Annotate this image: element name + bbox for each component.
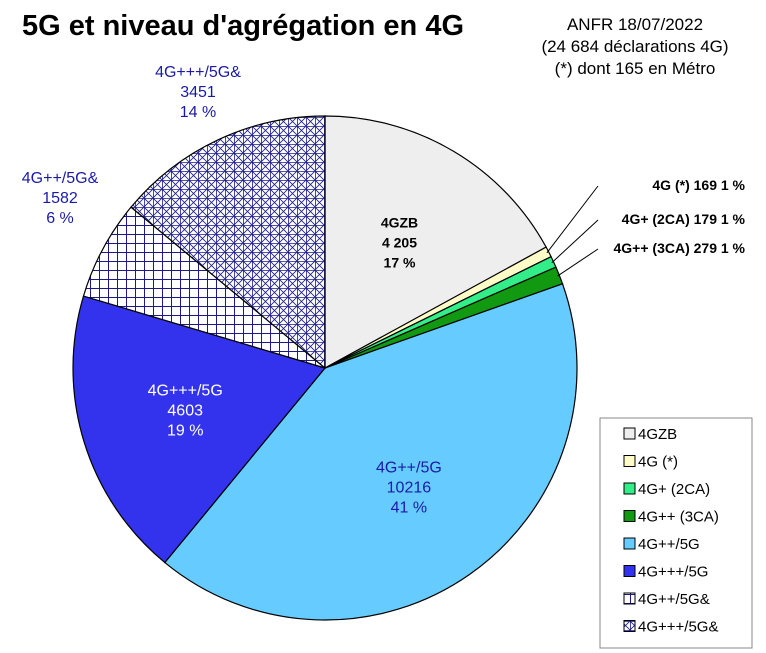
- legend-label-4g-2ca: 4G+ (2CA): [638, 481, 710, 498]
- legend-label-4gzb: 4GZB: [638, 426, 677, 443]
- slice-label-4g-5g: 4G++/5G& 1582 6 %: [22, 170, 99, 227]
- pie-slice-4g-5g: [163, 282, 578, 621]
- slice-label-4gzb: 4GZB 4 205 17 %: [381, 214, 418, 270]
- slice-labels: 4GZB 4 205 17 % 4G (*) 169 1 % 4G+ (2CA) 179…: [22, 64, 746, 517]
- legend-swatch-4gzb: [623, 427, 636, 440]
- legend-swatch-4g-2ca: [623, 482, 636, 495]
- legend-label-4g-5g: 4G+++/5G: [638, 564, 708, 581]
- leader-line-4g-2ca: [551, 219, 599, 264]
- slice-label-4g-5g: 4G+++/5G 4603 19 %: [148, 383, 223, 440]
- leader-line-4g: [546, 185, 599, 254]
- legend-swatch-4g-5g: [623, 620, 636, 632]
- pie-slice-4gzb: [324, 115, 547, 370]
- slice-label-4g-3ca: 4G++ (3CA) 279 1 %: [613, 240, 745, 256]
- source-line-metro: (*) dont 165 en Métro: [554, 59, 716, 78]
- source-note: ANFR 18/07/2022 (24 684 déclarations 4G)…: [520, 14, 750, 80]
- pie-slice-4g-5g: [130, 115, 326, 370]
- legend-label-4g-5g: 4G++/5G&: [638, 591, 710, 608]
- pie-slice-4g-5g: [72, 295, 327, 564]
- source-line-date: ANFR 18/07/2022: [566, 15, 704, 34]
- label-leader-lines: [546, 185, 599, 277]
- slice-label-4g-2ca: 4G+ (2CA) 179 1 %: [622, 211, 746, 227]
- source-line-count: (24 684 déclarations 4G): [541, 37, 729, 56]
- legend-swatch-4g-3ca: [623, 510, 636, 522]
- chart-title: 5G et niveau d'agrégation en 4G: [22, 10, 465, 42]
- legend-swatch-4g-5g: [623, 565, 636, 577]
- slice-label-4g-5g: 4G+++/5G& 3451 14 %: [155, 64, 241, 121]
- slice-label-4g: 4G (*) 169 1 %: [652, 177, 745, 193]
- legend-swatch-4g-5g: [623, 537, 636, 550]
- pie-slices: [72, 115, 578, 621]
- legend-label-4g-3ca: 4G++ (3CA): [638, 509, 719, 526]
- legend: 4GZB 4G (*) 4G+ (2CA) 4G++ (3CA) 4G++/5G 4G++…: [599, 417, 753, 649]
- legend-label-4g-5g: 4G+++/5G&: [638, 619, 718, 636]
- legend-swatch-4g: [623, 455, 636, 467]
- slice-label-4g-5g: 4G++/5G 10216 41 %: [376, 460, 442, 517]
- legend-box: [599, 417, 753, 649]
- legend-label-4g-5g: 4G++/5G: [638, 536, 700, 553]
- leader-line-4g-3ca: [557, 248, 599, 277]
- legend-label-4g: 4G (*): [638, 454, 678, 471]
- legend-swatch-4g-5g: [623, 592, 636, 605]
